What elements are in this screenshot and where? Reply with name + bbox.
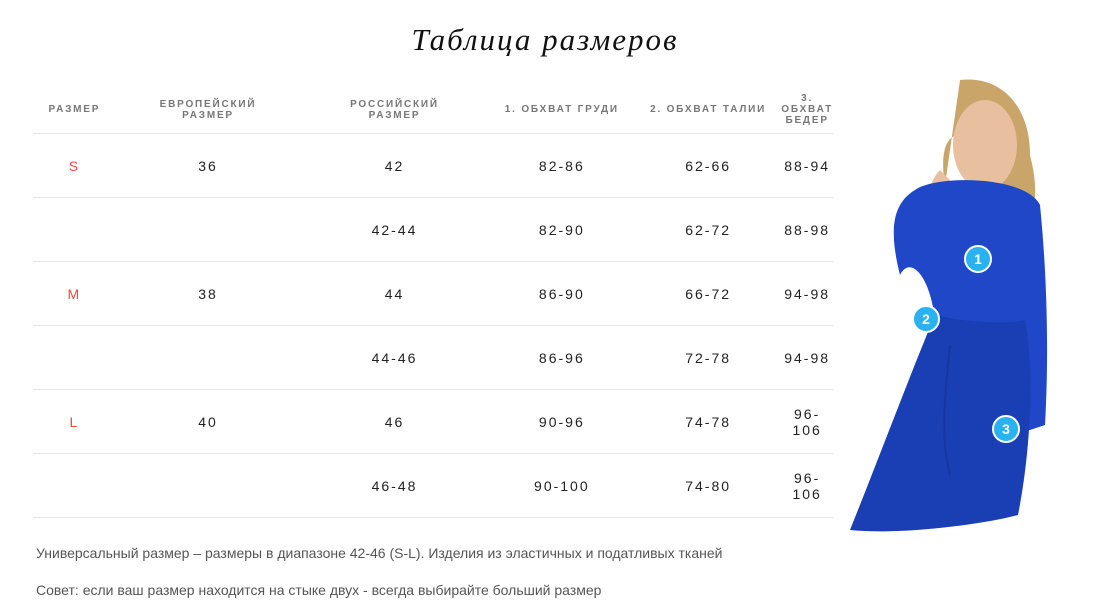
cell-ru-size: 44	[300, 261, 489, 326]
table-row: 46-48 90-100 74-80 96-106	[33, 453, 833, 518]
model-illustration	[850, 79, 1048, 532]
cell-waist: 66-72	[634, 261, 782, 326]
header-chest: 1. ОБХВАТ ГРУДИ	[488, 86, 635, 134]
size-table: РАЗМЕР ЕВРОПЕЙСКИЙ РАЗМЕР РОССИЙСКИЙ РАЗ…	[33, 86, 833, 518]
cell-chest: 90-96	[488, 389, 635, 454]
header-hips: 3. ОБХВАТ БЕДЕР	[781, 86, 833, 134]
cell-ru-size: 44-46	[300, 325, 489, 390]
cell-size	[33, 325, 116, 390]
cell-ru-size: 42-44	[300, 197, 489, 262]
table-row: 44-46 86-96 72-78 94-98	[33, 325, 833, 390]
cell-size: S	[33, 133, 116, 198]
cell-eu-size: 36	[115, 133, 301, 198]
cell-eu-size: 38	[115, 261, 301, 326]
table-header-row: РАЗМЕР ЕВРОПЕЙСКИЙ РАЗМЕР РОССИЙСКИЙ РАЗ…	[33, 86, 833, 134]
note-universal-size: Универсальный размер – размеры в диапазо…	[36, 545, 723, 561]
header-size: РАЗМЕР	[33, 86, 116, 134]
cell-ru-size: 46	[300, 389, 489, 454]
table-row: M 38 44 86-90 66-72 94-98	[33, 261, 833, 326]
cell-chest: 82-90	[488, 197, 635, 262]
cell-eu-size	[115, 453, 301, 518]
cell-size	[33, 453, 116, 518]
cell-waist: 74-80	[634, 453, 782, 518]
cell-eu-size: 40	[115, 389, 301, 454]
page-title: Таблица размеров	[411, 22, 679, 57]
cell-eu-size	[115, 197, 301, 262]
cell-chest: 86-90	[488, 261, 635, 326]
cell-hips: 88-98	[781, 197, 833, 262]
model-photo: 1 2 3	[840, 75, 1070, 535]
cell-waist: 74-78	[634, 389, 782, 454]
marker-hips: 3	[992, 415, 1020, 443]
cell-hips: 96-106	[781, 389, 833, 454]
cell-size	[33, 197, 116, 262]
cell-chest: 86-96	[488, 325, 635, 390]
cell-hips: 96-106	[781, 453, 833, 518]
marker-chest: 1	[964, 245, 992, 273]
cell-size: M	[33, 261, 116, 326]
marker-waist: 2	[912, 305, 940, 333]
cell-hips: 88-94	[781, 133, 833, 198]
table-row: L 40 46 90-96 74-78 96-106	[33, 389, 833, 454]
cell-waist: 62-72	[634, 197, 782, 262]
cell-hips: 94-98	[781, 261, 833, 326]
cell-hips: 94-98	[781, 325, 833, 390]
cell-ru-size: 42	[300, 133, 489, 198]
cell-size: L	[33, 389, 116, 454]
header-eu-size: ЕВРОПЕЙСКИЙ РАЗМЕР	[115, 86, 301, 134]
table-row: S 36 42 82-86 62-66 88-94	[33, 133, 833, 198]
cell-ru-size: 46-48	[300, 453, 489, 518]
cell-eu-size	[115, 325, 301, 390]
header-ru-size: РОССИЙСКИЙ РАЗМЕР	[300, 86, 489, 134]
note-advice: Совет: если ваш размер находится на стык…	[36, 582, 602, 598]
header-waist: 2. ОБХВАТ ТАЛИИ	[634, 86, 782, 134]
cell-chest: 90-100	[488, 453, 635, 518]
cell-chest: 82-86	[488, 133, 635, 198]
cell-waist: 72-78	[634, 325, 782, 390]
cell-waist: 62-66	[634, 133, 782, 198]
table-row: 42-44 82-90 62-72 88-98	[33, 197, 833, 262]
